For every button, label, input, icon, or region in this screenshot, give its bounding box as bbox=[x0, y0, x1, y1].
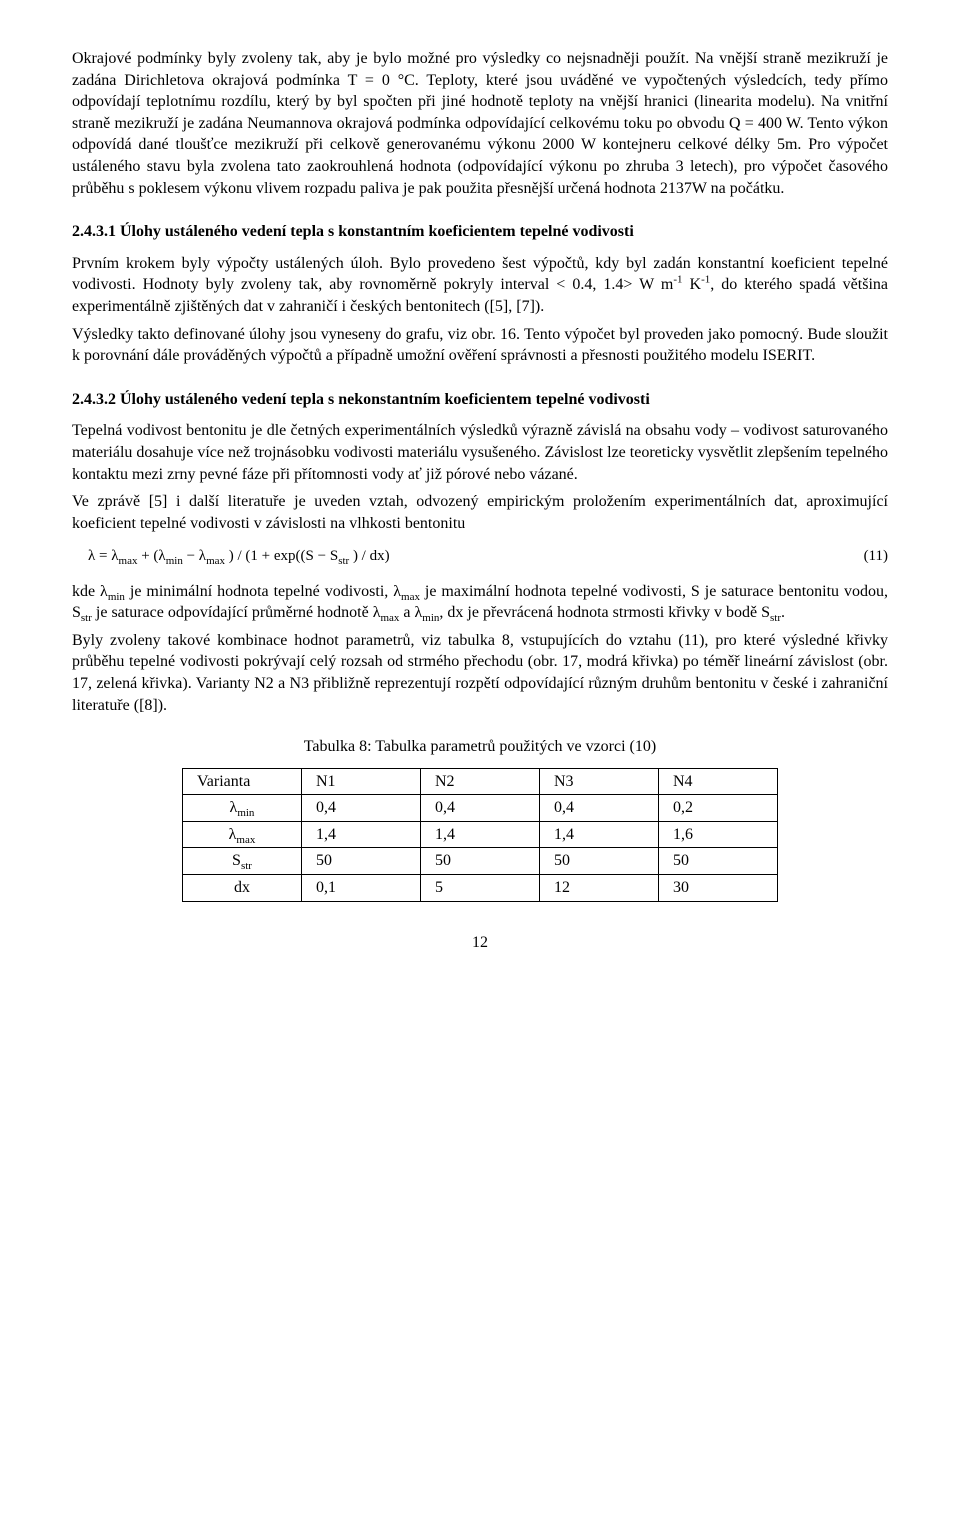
table-rowlabel: dx bbox=[183, 875, 302, 902]
equation-formula: λ = λmax + (λmin − λmax ) / (1 + exp((S … bbox=[72, 546, 828, 566]
table-cell: 1,6 bbox=[659, 821, 778, 848]
subscript: min bbox=[166, 555, 183, 567]
table-cell: 1,4 bbox=[421, 821, 540, 848]
table-header-cell: N2 bbox=[421, 768, 540, 795]
text-fragment: je minimální hodnota tepelné vodivosti, … bbox=[125, 583, 401, 600]
superscript: -1 bbox=[701, 274, 710, 286]
table-cell: 50 bbox=[302, 848, 421, 875]
subscript: str bbox=[770, 612, 781, 624]
equation-row: λ = λmax + (λmin − λmax ) / (1 + exp((S … bbox=[72, 546, 888, 566]
text-fragment: K bbox=[683, 276, 702, 293]
table-rowlabel: λmax bbox=[183, 821, 302, 848]
subscript: str bbox=[81, 612, 92, 624]
parameters-table: Varianta N1 N2 N3 N4 λmin 0,4 0,4 0,4 0,… bbox=[182, 768, 778, 902]
table-header-cell: N1 bbox=[302, 768, 421, 795]
section-heading-2-4-3-2: 2.4.3.2 Úlohy ustáleného vedení tepla s … bbox=[72, 389, 888, 411]
text-fragment: kde λ bbox=[72, 583, 108, 600]
body-paragraph: Ve zprávě [5] i další literatuře je uved… bbox=[72, 491, 888, 534]
table-header-cell: Varianta bbox=[183, 768, 302, 795]
subscript: min bbox=[237, 807, 254, 819]
superscript: -1 bbox=[673, 274, 682, 286]
text-fragment: S bbox=[232, 852, 241, 869]
table-cell: 0,4 bbox=[302, 795, 421, 822]
table-cell: 1,4 bbox=[540, 821, 659, 848]
table-row: Sstr 50 50 50 50 bbox=[183, 848, 778, 875]
subscript: max bbox=[401, 591, 420, 603]
eq-frag: ) / dx) bbox=[349, 548, 389, 564]
equation-number: (11) bbox=[828, 546, 888, 566]
body-paragraph: Tepelná vodivost bentonitu je dle četnýc… bbox=[72, 420, 888, 485]
body-paragraph: kde λmin je minimální hodnota tepelné vo… bbox=[72, 581, 888, 624]
page-number: 12 bbox=[72, 932, 888, 954]
eq-frag: − λ bbox=[183, 548, 206, 564]
table-cell: 0,2 bbox=[659, 795, 778, 822]
eq-frag: ) / (1 + exp((S − S bbox=[225, 548, 338, 564]
table-rowlabel: λmin bbox=[183, 795, 302, 822]
text-fragment: , dx je převrácená hodnota strmosti křiv… bbox=[439, 604, 770, 621]
subscript: max bbox=[380, 612, 399, 624]
table-cell: 30 bbox=[659, 875, 778, 902]
table-header-row: Varianta N1 N2 N3 N4 bbox=[183, 768, 778, 795]
table-row: dx 0,1 5 12 30 bbox=[183, 875, 778, 902]
table-cell: 50 bbox=[421, 848, 540, 875]
body-paragraph: Výsledky takto definované úlohy jsou vyn… bbox=[72, 324, 888, 367]
subscript: str bbox=[338, 555, 349, 567]
table-row: λmin 0,4 0,4 0,4 0,2 bbox=[183, 795, 778, 822]
table-header-cell: N3 bbox=[540, 768, 659, 795]
subscript: max bbox=[206, 555, 225, 567]
table-cell: 50 bbox=[540, 848, 659, 875]
body-paragraph: Byly zvoleny takové kombinace hodnot par… bbox=[72, 630, 888, 716]
text-fragment: a λ bbox=[399, 604, 422, 621]
table-cell: 5 bbox=[421, 875, 540, 902]
subscript: max bbox=[236, 834, 255, 846]
table-row: λmax 1,4 1,4 1,4 1,6 bbox=[183, 821, 778, 848]
table-cell: 1,4 bbox=[302, 821, 421, 848]
table-cell: 12 bbox=[540, 875, 659, 902]
table-header-cell: N4 bbox=[659, 768, 778, 795]
table-cell: 50 bbox=[659, 848, 778, 875]
subscript: str bbox=[241, 861, 252, 873]
body-paragraph: Okrajové podmínky byly zvoleny tak, aby … bbox=[72, 48, 888, 199]
eq-frag: λ = λ bbox=[88, 548, 119, 564]
text-fragment: . bbox=[781, 604, 785, 621]
table-cell: 0,4 bbox=[540, 795, 659, 822]
subscript: max bbox=[119, 555, 138, 567]
text-fragment: je saturace odpovídající průměrné hodnot… bbox=[92, 604, 381, 621]
text-fragment: dx bbox=[234, 879, 250, 896]
table-cell: 0,4 bbox=[421, 795, 540, 822]
body-paragraph: Prvním krokem byly výpočty ustálených úl… bbox=[72, 253, 888, 318]
table-rowlabel: Sstr bbox=[183, 848, 302, 875]
subscript: min bbox=[422, 612, 439, 624]
section-heading-2-4-3-1: 2.4.3.1 Úlohy ustáleného vedení tepla s … bbox=[72, 221, 888, 243]
eq-frag: + (λ bbox=[137, 548, 165, 564]
subscript: min bbox=[108, 591, 125, 603]
table-caption: Tabulka 8: Tabulka parametrů použitých v… bbox=[72, 736, 888, 758]
table-cell: 0,1 bbox=[302, 875, 421, 902]
